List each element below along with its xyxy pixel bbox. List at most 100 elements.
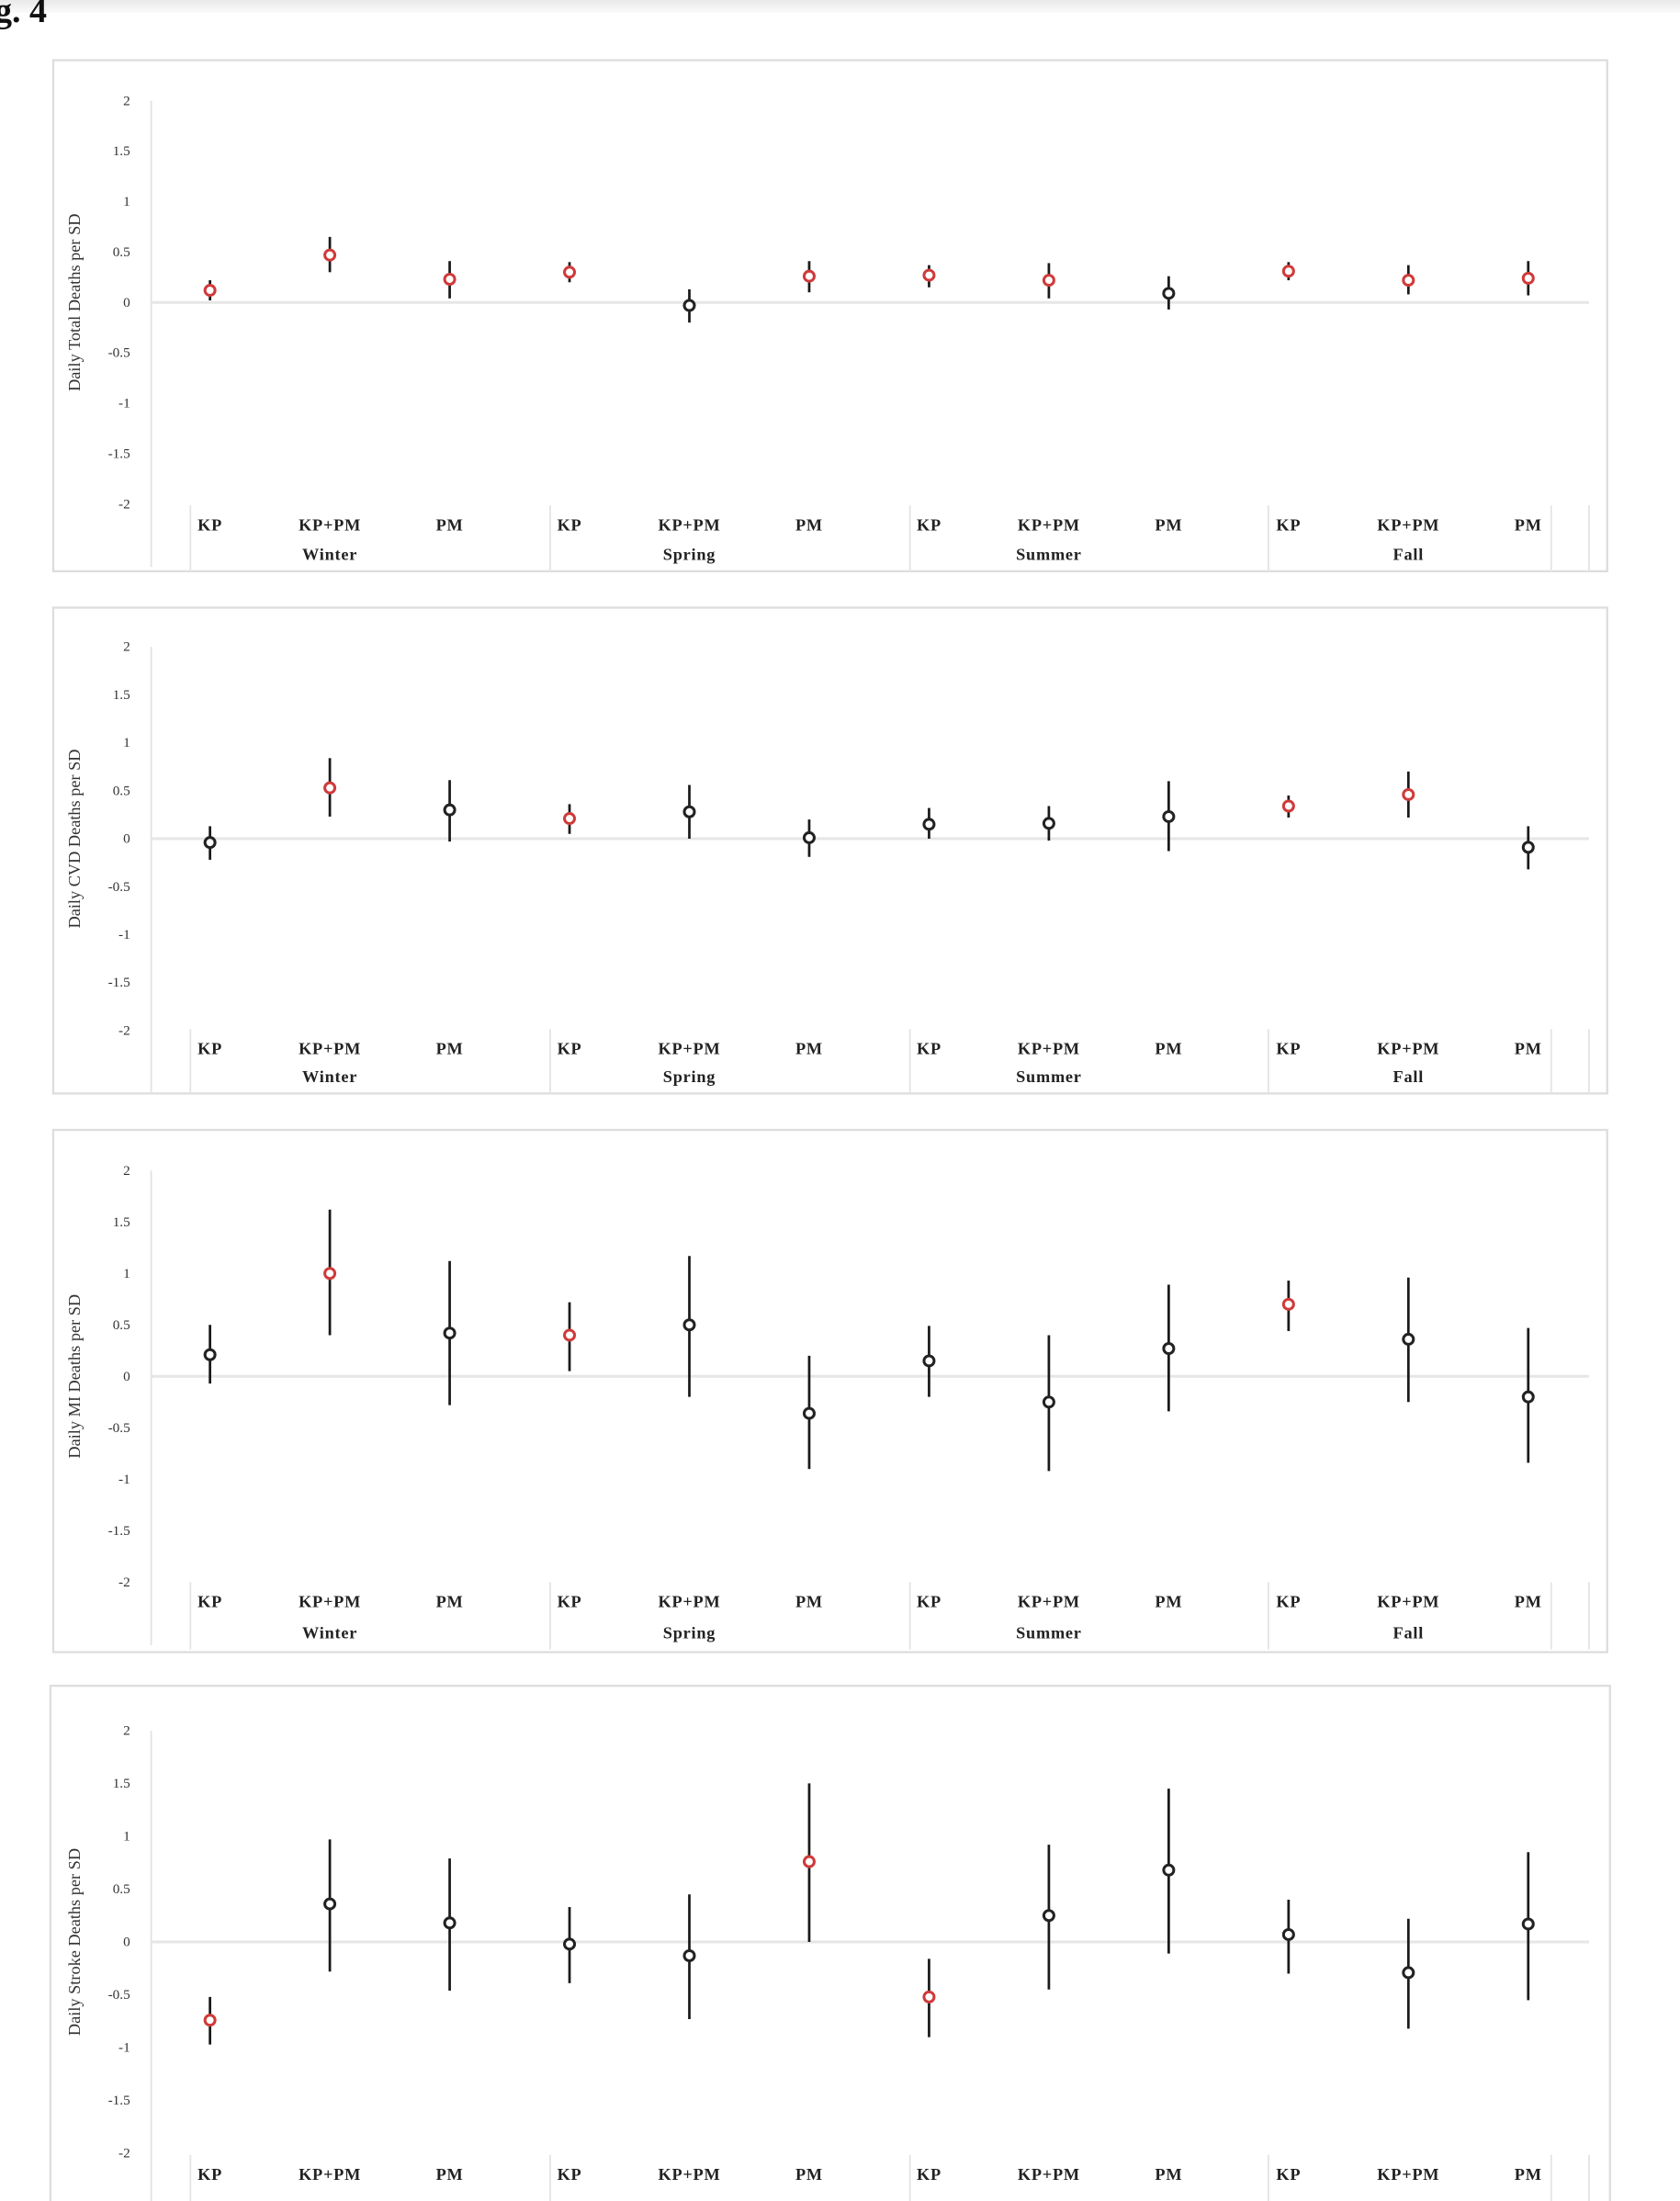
- y-tick-label: -1: [118, 927, 130, 942]
- y-tick-label: 0.5: [113, 783, 130, 798]
- season-label: Fall: [1393, 546, 1425, 564]
- data-point: [563, 812, 577, 826]
- data-point: [682, 805, 696, 818]
- data-point: [323, 781, 337, 795]
- data-point: [1042, 817, 1055, 830]
- season-label: Spring: [663, 1067, 716, 1086]
- x-tick-label: KP: [917, 1593, 941, 1611]
- y-tick-label: -0.5: [108, 1987, 130, 2003]
- x-tick-label: KP+PM: [299, 1593, 361, 1611]
- x-tick-label: PM: [1515, 516, 1542, 535]
- x-tick-label: PM: [795, 1593, 823, 1611]
- figure-label: g. 4: [0, 0, 47, 30]
- x-tick-label: KP: [1276, 1593, 1301, 1611]
- y-tick-label: -0.5: [108, 345, 130, 361]
- x-tick-label: KP: [1276, 2165, 1301, 2184]
- y-tick-label: -1: [118, 396, 130, 412]
- data-point: [802, 830, 816, 844]
- data-point: [203, 1348, 217, 1361]
- y-axis-label: Daily CVD Deaths per SD: [65, 749, 84, 928]
- data-point: [922, 818, 936, 831]
- x-tick-label: KP+PM: [299, 516, 361, 535]
- y-tick-label: -1.5: [108, 975, 130, 990]
- data-point: [1042, 1909, 1055, 1923]
- data-point: [1521, 271, 1535, 285]
- y-tick-label: -1.5: [108, 446, 130, 461]
- data-point: [1281, 1297, 1295, 1311]
- y-tick-label: 1: [123, 735, 130, 751]
- page-top-band: [0, 0, 1680, 13]
- x-tick-label: KP: [197, 1593, 222, 1611]
- data-point: [203, 284, 217, 298]
- season-label: Spring: [663, 1623, 716, 1642]
- x-tick-label: PM: [795, 516, 823, 535]
- data-point: [1162, 1342, 1176, 1356]
- x-tick-label: KP: [917, 2165, 941, 2184]
- data-point: [682, 1318, 696, 1332]
- y-tick-label: 0: [123, 1935, 130, 1950]
- y-tick-label: 2: [123, 93, 130, 108]
- data-point: [1402, 1966, 1415, 1980]
- x-tick-label: KP+PM: [658, 1593, 720, 1611]
- data-point: [1521, 1390, 1535, 1404]
- x-tick-label: PM: [1515, 2165, 1542, 2184]
- data-point: [203, 836, 217, 850]
- season-label: Summer: [1016, 546, 1082, 564]
- y-tick-label: -2: [118, 2146, 130, 2161]
- data-point: [802, 1855, 816, 1868]
- x-tick-label: KP+PM: [299, 1040, 361, 1058]
- y-tick-label: -1.5: [108, 1523, 130, 1539]
- data-point: [1402, 787, 1415, 801]
- x-tick-label: KP: [558, 516, 582, 535]
- y-tick-label: -1.5: [108, 2093, 130, 2108]
- data-point: [922, 1990, 936, 2003]
- chart-frame: [51, 606, 1608, 1095]
- season-label: Fall: [1393, 1067, 1425, 1086]
- data-point: [323, 248, 337, 262]
- y-tick-label: -0.5: [108, 1420, 130, 1436]
- y-tick-label: -2: [118, 1575, 130, 1590]
- data-point: [563, 1328, 577, 1342]
- data-point: [323, 1897, 337, 1911]
- chart-panel-4: 2 1.5 1 0.5 0 -0.5 -1 -1.5 -2 Daily Stroke Deaths…: [49, 1684, 1611, 2201]
- data-point: [802, 269, 816, 283]
- season-label: Fall: [1393, 1623, 1425, 1642]
- data-point: [203, 2014, 217, 2027]
- y-tick-label: 0: [123, 831, 130, 847]
- x-tick-label: PM: [436, 2165, 464, 2184]
- data-point: [1402, 1332, 1415, 1346]
- data-point: [1162, 809, 1176, 823]
- y-tick-label: 0.5: [113, 244, 130, 260]
- y-tick-label: -2: [118, 496, 130, 512]
- x-tick-label: PM: [795, 1040, 823, 1058]
- x-tick-label: KP: [1276, 516, 1301, 535]
- season-label: Summer: [1016, 1623, 1082, 1642]
- x-tick-label: KP: [558, 1040, 582, 1058]
- x-tick-label: KP: [197, 2165, 222, 2184]
- season-label: Winter: [302, 546, 357, 564]
- chart-frame: [51, 1128, 1608, 1654]
- chart-frame: [51, 59, 1608, 573]
- data-point: [1521, 841, 1535, 854]
- x-tick-label: KP: [197, 1040, 222, 1058]
- data-point: [1042, 274, 1055, 288]
- y-tick-label: 1.5: [113, 1776, 130, 1791]
- y-axis-label: Daily Total Deaths per SD: [65, 214, 84, 391]
- y-tick-label: 1: [123, 194, 130, 209]
- x-tick-label: KP: [558, 1593, 582, 1611]
- chart-frame: [49, 1684, 1611, 2201]
- x-tick-label: PM: [1515, 1593, 1542, 1611]
- data-point: [922, 268, 936, 282]
- y-tick-label: 1.5: [113, 687, 130, 703]
- y-tick-label: 1: [123, 1829, 130, 1845]
- x-tick-label: KP+PM: [1018, 2165, 1080, 2184]
- data-point: [1521, 1917, 1535, 1931]
- season-label: Winter: [302, 1623, 357, 1642]
- y-tick-label: 1: [123, 1266, 130, 1281]
- x-tick-label: KP+PM: [658, 1040, 720, 1058]
- data-point: [563, 1937, 577, 1951]
- data-point: [443, 1916, 457, 1930]
- x-tick-label: KP: [558, 2165, 582, 2184]
- y-tick-label: 0.5: [113, 1317, 130, 1333]
